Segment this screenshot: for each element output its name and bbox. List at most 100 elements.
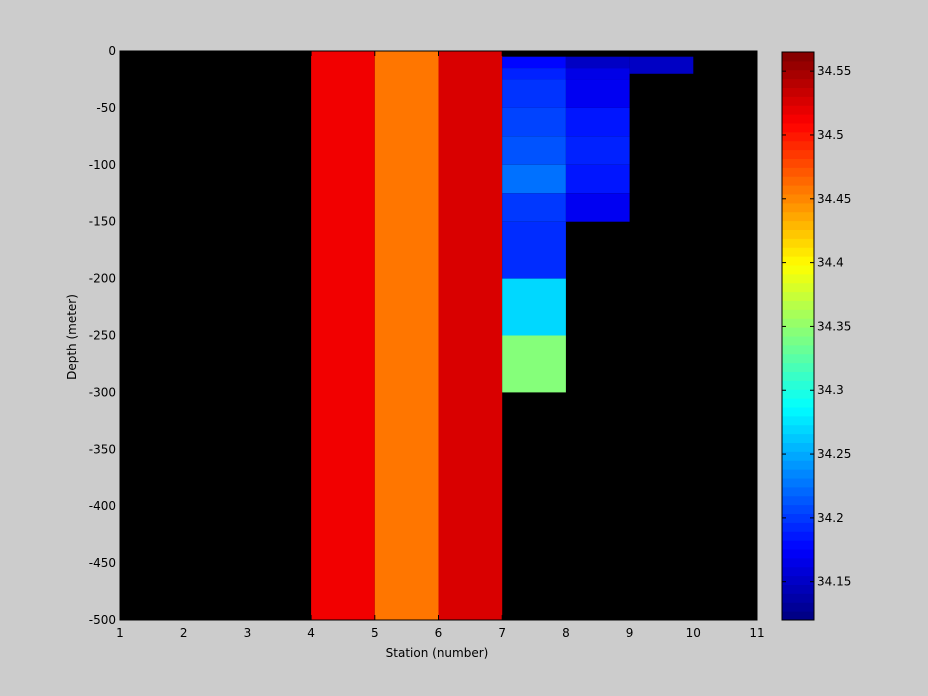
- colorbar-band: [782, 247, 814, 257]
- x-tick-label: 6: [435, 626, 443, 640]
- y-tick-label: -500: [89, 613, 116, 627]
- colorbar-band: [782, 185, 814, 195]
- colorbar-ticks: 34.15 34.2 34.25 34.3 34.35 34.4 34.45 34.5 34.5…: [782, 64, 851, 589]
- colorbar-band: [782, 611, 814, 621]
- colorbar-band: [782, 318, 814, 328]
- colorbar-band: [782, 371, 814, 381]
- heatmap-cell: [565, 68, 630, 80]
- colorbar-band: [782, 389, 814, 399]
- x-tick-label: 11: [749, 626, 764, 640]
- y-tick-label: -100: [89, 158, 116, 172]
- colorbar: 34.15 34.2 34.25 34.3 34.35 34.4 34.45 34.5 34.5…: [781, 51, 851, 621]
- colorbar-band: [782, 309, 814, 319]
- x-tick-label: 3: [244, 626, 252, 640]
- colorbar-band: [782, 52, 814, 62]
- colorbar-band: [782, 123, 814, 133]
- colorbar-band: [782, 220, 814, 230]
- colorbar-band: [782, 513, 814, 523]
- colorbar-tick-label: 34.35: [817, 319, 851, 333]
- y-tick-label: -250: [89, 329, 116, 343]
- x-tick-label: 1: [116, 626, 124, 640]
- colorbar-band: [782, 149, 814, 159]
- colorbar-band: [782, 194, 814, 204]
- heatmap-cell: [502, 107, 566, 137]
- colorbar-band: [782, 202, 814, 213]
- colorbar-band: [782, 549, 814, 559]
- colorbar-band: [782, 273, 814, 284]
- colorbar-band: [782, 114, 814, 124]
- colorbar-band: [782, 584, 814, 594]
- y-axis-label: Depth (meter): [65, 294, 79, 380]
- colorbar-frame: [781, 51, 815, 621]
- colorbar-band: [782, 566, 814, 577]
- colorbar-band: [782, 495, 814, 506]
- colorbar-band: [782, 531, 814, 541]
- colorbar-band: [782, 105, 814, 115]
- colorbar-band: [782, 256, 814, 266]
- heatmap-cell: [565, 79, 630, 108]
- heatmap-cell: [502, 193, 566, 222]
- colorbar-band: [782, 415, 814, 426]
- x-tick-label: 8: [562, 626, 570, 640]
- colorbar-band: [782, 602, 814, 612]
- colorbar-band: [782, 300, 814, 310]
- colorbar-tick-label: 34.3: [817, 383, 844, 397]
- x-axis-label: Station (number): [386, 646, 489, 660]
- colorbar-band: [782, 344, 814, 355]
- colorbar-tick-label: 34.4: [817, 256, 844, 270]
- colorbar-band: [782, 486, 814, 497]
- colorbar-band: [782, 451, 814, 461]
- colorbar-band: [782, 282, 814, 293]
- heatmap-cell: [502, 136, 566, 165]
- colorbar-band: [782, 78, 814, 88]
- y-tick-label: -200: [89, 272, 116, 286]
- colorbar-band: [782, 60, 814, 71]
- colorbar-band: [782, 167, 814, 177]
- colorbar-tick-label: 34.2: [817, 511, 844, 525]
- colorbar-band: [782, 176, 814, 186]
- x-tick-label: 2: [180, 626, 188, 640]
- y-tick-label: -300: [89, 385, 116, 399]
- colorbar-band: [782, 336, 814, 346]
- x-tick-label: 4: [307, 626, 315, 640]
- heatmap-cell: [438, 51, 503, 620]
- colorbar-band: [782, 158, 814, 168]
- colorbar-tick-label: 34.15: [817, 575, 851, 589]
- colorbar-band: [782, 87, 814, 97]
- colorbar-band: [782, 238, 814, 248]
- y-tick-label: -400: [89, 499, 116, 513]
- heatmap-cell: [565, 136, 630, 165]
- heatmap-cell: [502, 335, 566, 393]
- colorbar-band: [782, 291, 814, 301]
- heatmap-cell: [502, 221, 566, 279]
- heatmap-cell: [374, 51, 439, 620]
- colorbar-band: [782, 380, 814, 390]
- colorbar-band: [782, 424, 814, 435]
- x-axis: 1 2 3 4 5 6 7 8 9 10 11: [116, 51, 765, 640]
- heatmap-cell: [502, 278, 566, 336]
- heatmap-cell: [565, 107, 630, 137]
- colorbar-band: [782, 265, 814, 275]
- y-tick-label: -450: [89, 556, 116, 570]
- x-tick-label: 5: [371, 626, 379, 640]
- colorbar-strip: [782, 52, 814, 621]
- colorbar-band: [782, 353, 814, 364]
- colorbar-tick-label: 34.25: [817, 447, 851, 461]
- heatmap-cell: [565, 193, 630, 222]
- heatmap-cell: [502, 164, 566, 194]
- heatmap-cell: [502, 79, 566, 108]
- colorbar-band: [782, 469, 814, 479]
- colorbar-tick-label: 34.55: [817, 64, 851, 78]
- colorbar-band: [782, 131, 814, 142]
- colorbar-band: [782, 522, 814, 532]
- heatmap-cell: [629, 56, 694, 74]
- colorbar-band: [782, 229, 814, 239]
- colorbar-band: [782, 327, 814, 337]
- colorbar-band: [782, 407, 814, 417]
- x-tick-label: 7: [498, 626, 506, 640]
- colorbar-band: [782, 140, 814, 151]
- colorbar-band: [782, 96, 814, 106]
- colorbar-band: [782, 433, 814, 443]
- colorbar-band: [782, 398, 814, 408]
